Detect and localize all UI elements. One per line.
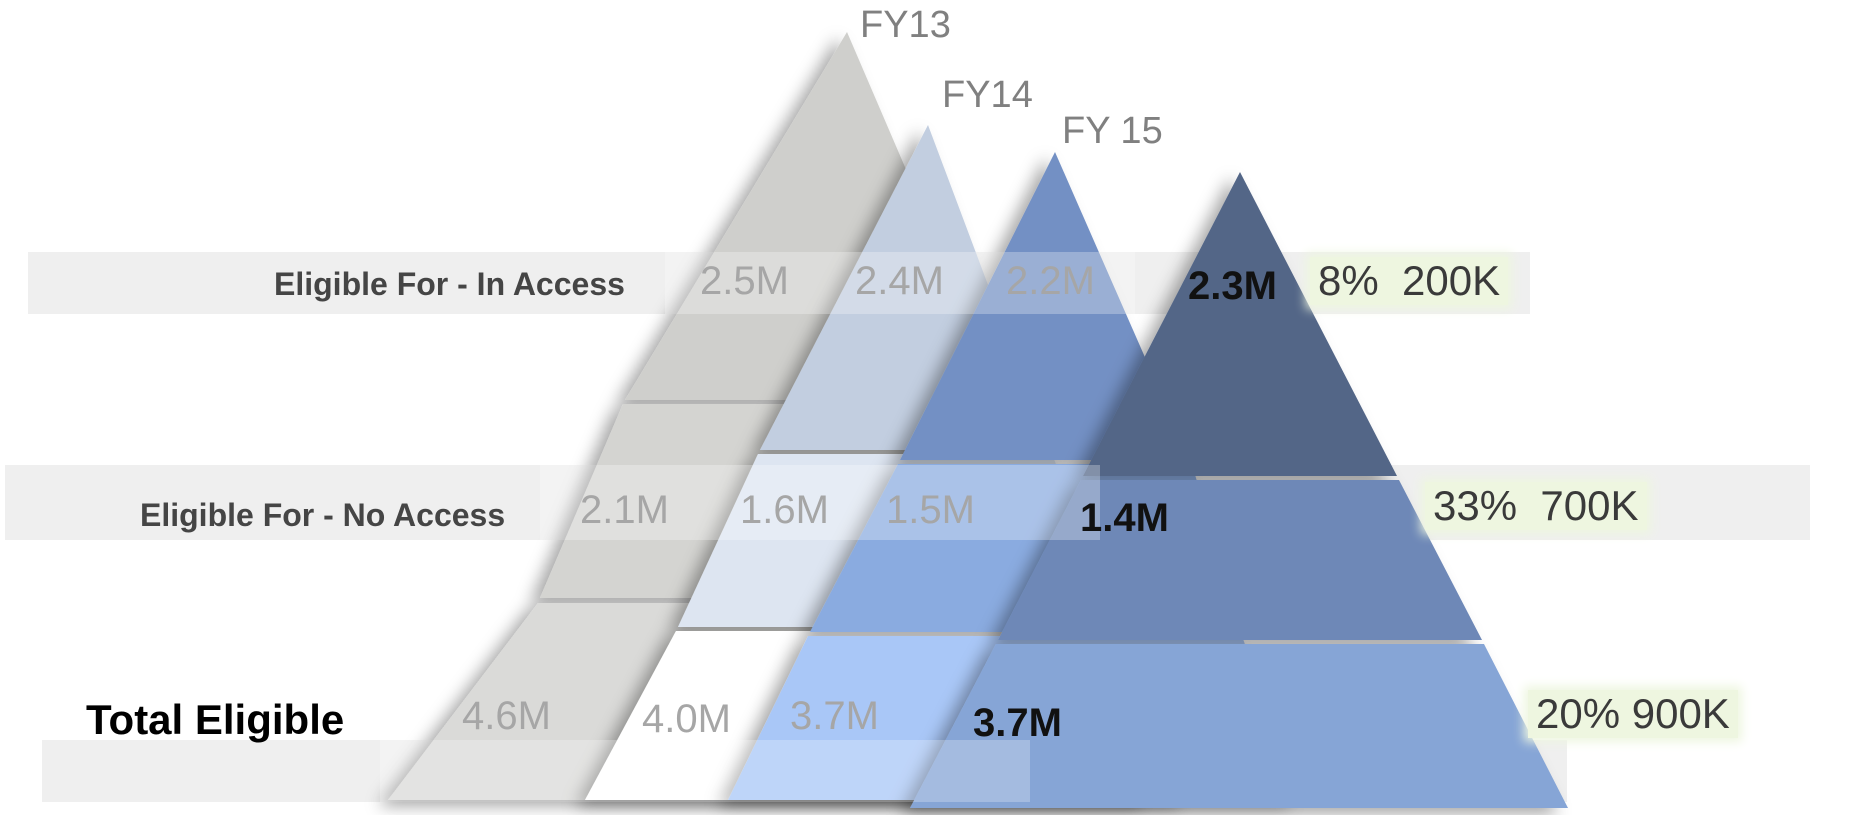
- year-label-fy13: FY13: [860, 4, 951, 46]
- value-no-access-fy15: 1.5M: [886, 488, 975, 532]
- value-no-access-current: 1.4M: [1080, 496, 1169, 540]
- value-no-access-fy14: 1.6M: [740, 488, 829, 532]
- row-label-no-access: Eligible For - No Access: [140, 497, 506, 533]
- current-top-tier: [1083, 172, 1397, 476]
- row-label-total: Total Eligible: [86, 696, 345, 743]
- value-total-fy15: 3.7M: [790, 694, 879, 738]
- year-label-fy15: FY 15: [1062, 110, 1163, 152]
- change-no-access-pct: 33%: [1433, 482, 1518, 529]
- value-in-access-current: 2.3M: [1188, 264, 1277, 308]
- overlay-band-in-access: [665, 252, 1135, 314]
- change-in-access-abs: 200K: [1402, 257, 1501, 304]
- change-in-access: 8% 200K: [1310, 257, 1509, 305]
- value-total-fy14: 4.0M: [642, 697, 731, 741]
- value-in-access-fy15: 2.2M: [1006, 259, 1095, 303]
- current-middle-tier: [998, 480, 1482, 640]
- change-total-pct: 20%: [1536, 690, 1621, 737]
- change-in-access-pct: 8%: [1318, 257, 1379, 304]
- current-bottom-tier: [910, 644, 1568, 808]
- change-total-abs: 900K: [1631, 690, 1730, 737]
- fy15-top-tier: [900, 152, 1190, 460]
- value-in-access-fy14: 2.4M: [855, 259, 944, 303]
- value-total-fy13: 4.6M: [462, 694, 551, 738]
- value-no-access-fy13: 2.1M: [580, 488, 669, 532]
- year-label-fy14: FY14: [942, 74, 1033, 116]
- change-no-access-abs: 700K: [1540, 482, 1639, 529]
- change-total: 20% 900K: [1528, 690, 1738, 738]
- value-in-access-fy13: 2.5M: [700, 259, 789, 303]
- overlay-band-no-access: [540, 465, 1100, 540]
- value-total-current: 3.7M: [973, 701, 1062, 745]
- pyramid-current: [910, 172, 1568, 808]
- change-no-access: 33% 700K: [1425, 482, 1647, 530]
- overlay-band-total: [380, 740, 1030, 802]
- row-label-in-access: Eligible For - In Access: [274, 266, 625, 302]
